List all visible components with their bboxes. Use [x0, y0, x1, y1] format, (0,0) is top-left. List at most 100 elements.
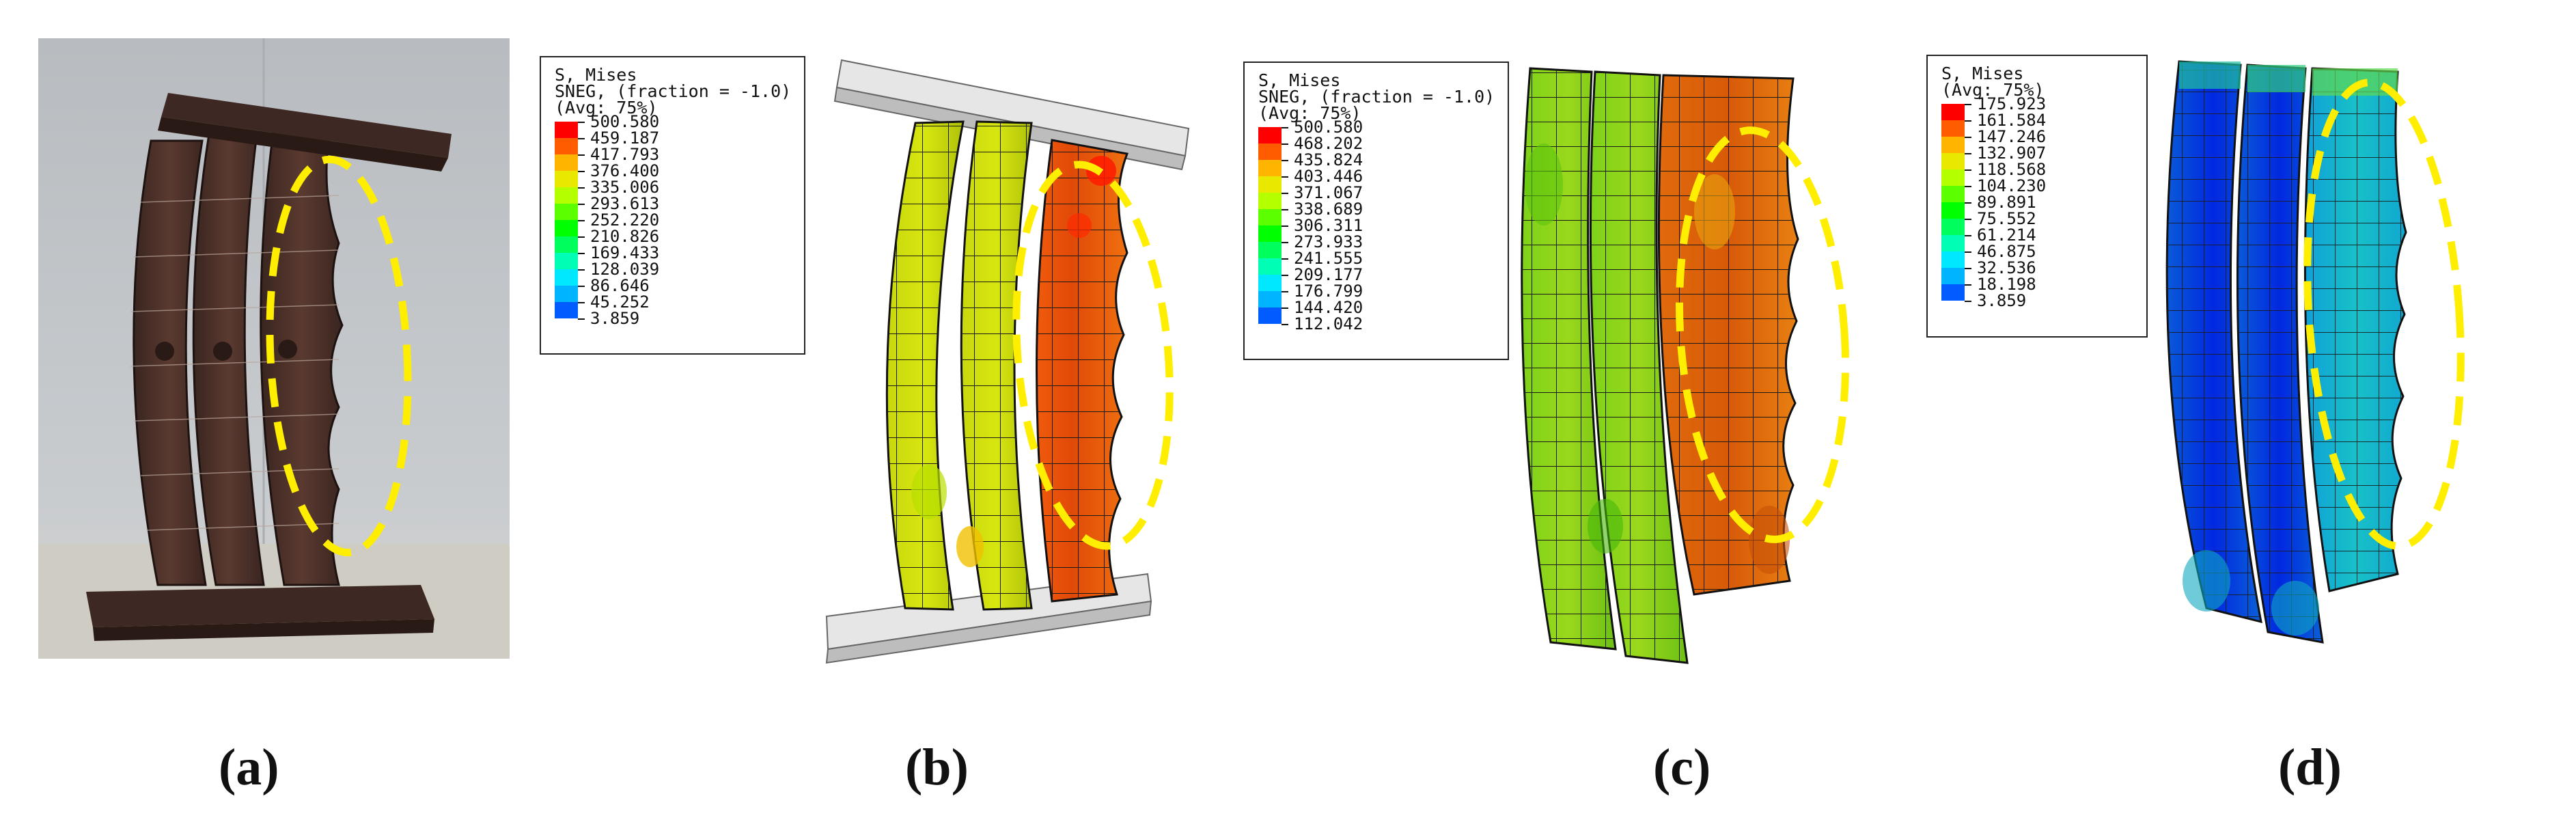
legend-value: 89.891	[1977, 193, 2036, 212]
legend-swatch	[1941, 251, 1965, 268]
legend-tick	[578, 122, 585, 123]
legend-tick	[1965, 202, 1971, 204]
specimen-photo	[38, 38, 510, 659]
legend-swatch	[1258, 143, 1282, 160]
legend-swatch	[555, 286, 578, 302]
legend-swatch	[1258, 176, 1282, 193]
legend-swatch	[555, 204, 578, 220]
fe-model-d	[2165, 60, 2465, 644]
legend-value: 241.555	[1294, 249, 1363, 268]
legend-tick	[1282, 258, 1288, 260]
legend-tick	[1282, 176, 1288, 178]
legend-tick	[578, 318, 585, 320]
legend-tick	[1965, 120, 1971, 122]
legend-tick	[1282, 307, 1288, 309]
legend-tick	[1965, 301, 1971, 302]
legend-value: 61.214	[1977, 225, 2036, 245]
legend-swatch	[555, 269, 578, 286]
legend-value: 252.220	[590, 210, 660, 230]
legend-tick	[578, 154, 585, 156]
legend-tick	[1965, 219, 1971, 220]
legend-tick	[1965, 186, 1971, 187]
legend-value: 132.907	[1977, 143, 2047, 163]
legend-swatch	[1258, 275, 1282, 291]
legend-swatch	[555, 154, 578, 171]
legend-tick	[1282, 127, 1288, 128]
legend-tick	[1965, 235, 1971, 236]
legend-value: 161.584	[1977, 111, 2047, 130]
legend-swatch	[1941, 235, 1965, 251]
legend-value: 459.187	[590, 128, 660, 148]
legend-swatch	[1941, 137, 1965, 153]
legend-value: 435.824	[1294, 150, 1363, 169]
legend-swatch	[1258, 160, 1282, 176]
legend-tick	[1965, 137, 1971, 138]
caption-b: (b)	[905, 739, 969, 796]
fe-model-c	[1521, 67, 1850, 664]
legend-value: 293.613	[590, 194, 660, 213]
legend-swatch	[1258, 225, 1282, 242]
legend-swatch	[1258, 209, 1282, 225]
legend-value: 468.202	[1294, 134, 1363, 153]
legend-tick	[578, 286, 585, 287]
legend-tick	[1965, 268, 1971, 269]
legend-value: 75.552	[1977, 209, 2036, 228]
legend-tick	[578, 302, 585, 303]
legend-swatch	[555, 122, 578, 138]
legend-value: 500.580	[1294, 118, 1363, 137]
panel-c: S, Mises SNEG, (fraction = -1.0) (Avg: 7…	[1236, 48, 1892, 676]
legend-value: 417.793	[590, 145, 660, 164]
legend-c-title-3: (Avg: 75%)	[1258, 103, 1361, 123]
legend-value: 169.433	[590, 243, 660, 262]
legend-tick	[1965, 153, 1971, 154]
legend-d-title-1: S, Mises	[1941, 64, 2024, 83]
legend-swatch	[1941, 169, 1965, 186]
legend-tick	[1282, 275, 1288, 276]
legend-tick	[578, 187, 585, 189]
legend-swatch	[555, 220, 578, 236]
legend-swatch	[1258, 258, 1282, 275]
legend-value: 306.311	[1294, 216, 1363, 235]
legend-tick	[1282, 324, 1288, 325]
legend-tick	[1282, 143, 1288, 145]
legend-value: 3.859	[590, 309, 640, 328]
legend-swatch	[1941, 284, 1965, 301]
legend-value: 46.875	[1977, 242, 2036, 261]
legend-tick	[1965, 169, 1971, 171]
legend-tick	[578, 269, 585, 271]
legend-swatch	[1941, 219, 1965, 235]
legend-swatch	[1941, 268, 1965, 284]
legend-c-title-2: SNEG, (fraction = -1.0)	[1258, 87, 1495, 107]
legend-swatch	[555, 302, 578, 318]
legend-tick	[578, 204, 585, 205]
legend-value: 175.923	[1977, 94, 2047, 113]
legend-tick	[578, 220, 585, 221]
legend-value: 104.230	[1977, 176, 2047, 195]
legend-swatch	[1258, 291, 1282, 307]
legend-tick	[1282, 209, 1288, 210]
legend-value: 45.252	[590, 292, 650, 312]
legend-value: 376.400	[590, 161, 660, 180]
local-buckling-highlight	[266, 155, 412, 557]
legend-tick	[578, 236, 585, 238]
legend-b: S, Mises SNEG, (fraction = -1.0) (Avg: 7…	[540, 56, 805, 355]
fe-model-b	[825, 59, 1190, 664]
panel-a	[38, 38, 510, 659]
caption-a: (a)	[219, 739, 279, 796]
legend-swatch	[555, 187, 578, 204]
legend-swatch	[1941, 153, 1965, 169]
legend-swatch	[1941, 186, 1965, 202]
caption-d: (d)	[2278, 739, 2342, 796]
legend-tick	[1282, 225, 1288, 227]
legend-swatch	[1258, 307, 1282, 324]
legend-swatch	[555, 171, 578, 187]
legend-swatch	[1941, 104, 1965, 120]
legend-tick	[1965, 284, 1971, 286]
legend-value: 176.799	[1294, 282, 1363, 301]
legend-value: 500.580	[590, 112, 660, 131]
legend-value: 210.826	[590, 227, 660, 246]
legend-swatch	[1258, 127, 1282, 143]
legend-swatch	[1941, 120, 1965, 137]
legend-b-title-1: S, Mises	[555, 65, 637, 85]
legend-d-title-2: (Avg: 75%)	[1941, 80, 2045, 100]
